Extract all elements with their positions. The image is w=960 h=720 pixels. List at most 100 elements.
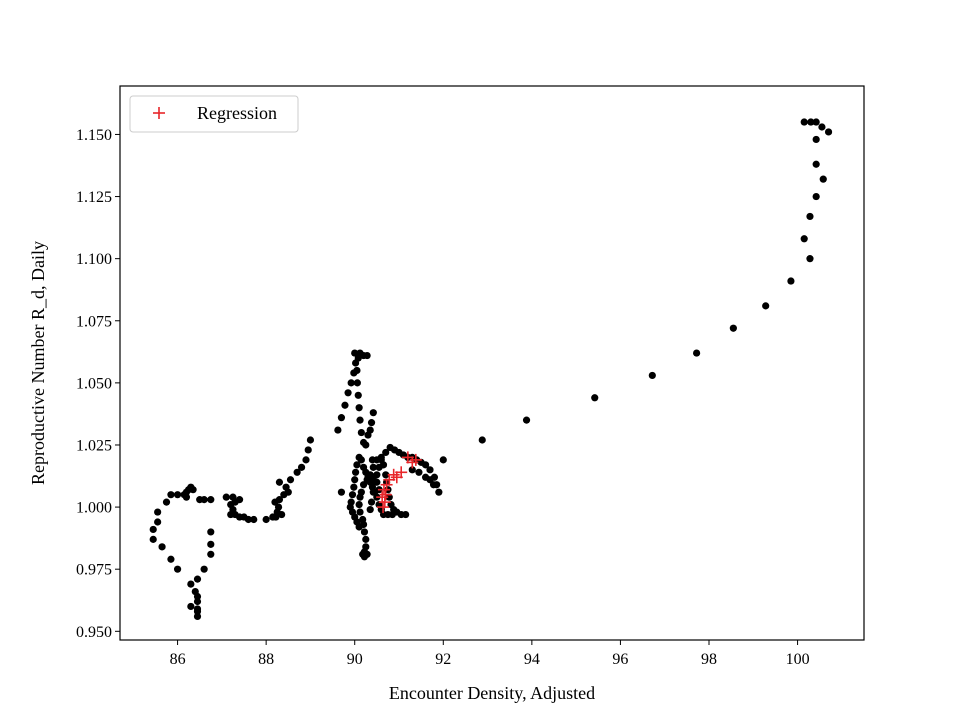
legend-box — [129, 95, 299, 133]
data-point — [369, 409, 377, 417]
data-point — [429, 481, 438, 489]
data-point — [193, 612, 202, 620]
data-point — [762, 302, 770, 310]
data-point — [302, 456, 310, 464]
y-axis-label: Reproductive Number R_d, Daily — [28, 241, 48, 485]
data-point — [357, 428, 365, 437]
data-point — [367, 498, 376, 506]
data-point — [426, 466, 434, 474]
data-point — [350, 483, 358, 491]
data-point — [149, 525, 157, 534]
data-point — [812, 192, 820, 201]
data-point — [187, 602, 195, 611]
regression-point — [377, 483, 390, 496]
data-point — [812, 160, 820, 168]
data-point — [354, 391, 362, 399]
y-tick-label: 1.075 — [76, 313, 112, 330]
x-tick-label: 98 — [701, 651, 717, 668]
x-tick-label: 100 — [786, 651, 810, 668]
data-point — [278, 510, 286, 519]
data-point — [352, 359, 360, 367]
data-point — [341, 401, 349, 409]
data-point — [200, 565, 208, 573]
data-point — [337, 488, 346, 496]
data-point — [193, 605, 202, 613]
data-point — [800, 235, 808, 243]
x-axis: 86 88 90 92 94 96 98 100 — [170, 640, 810, 668]
x-axis-label: Encounter Density, Adjusted — [389, 683, 595, 703]
data-point — [824, 128, 833, 136]
data-point — [360, 528, 369, 536]
x-tick-label: 92 — [435, 651, 451, 668]
data-point — [382, 471, 390, 479]
data-point — [347, 379, 355, 387]
data-point — [293, 468, 301, 476]
data-point — [193, 575, 202, 583]
data-point — [196, 496, 204, 504]
points-layer — [149, 118, 833, 620]
regression-point — [378, 496, 391, 509]
legend: Regression — [129, 95, 299, 133]
data-point — [355, 501, 363, 509]
data-point — [382, 448, 390, 457]
data-point — [355, 523, 363, 531]
data-point — [812, 135, 820, 144]
data-point — [356, 508, 364, 516]
legend-label-regression: Regression — [197, 103, 277, 123]
data-point — [235, 496, 244, 504]
data-point — [369, 473, 377, 481]
data-point — [167, 555, 175, 563]
data-point — [379, 461, 388, 469]
data-point — [351, 349, 359, 357]
data-point — [350, 369, 358, 377]
data-point — [362, 535, 370, 543]
y-tick-label: 0.950 — [76, 624, 112, 641]
data-point — [344, 389, 352, 397]
y-tick-label: 1.025 — [76, 437, 112, 454]
data-point — [334, 426, 342, 434]
x-tick-label: 86 — [170, 651, 186, 668]
data-point — [158, 543, 166, 551]
data-point — [193, 592, 202, 601]
y-tick-label: 1.000 — [76, 500, 112, 517]
y-tick-label: 1.125 — [76, 189, 112, 206]
data-point — [386, 443, 394, 452]
data-point — [352, 468, 360, 476]
data-point — [187, 580, 195, 588]
y-tick-label: 0.975 — [76, 562, 112, 579]
data-point — [229, 493, 237, 501]
y-tick-label: 1.100 — [76, 251, 112, 268]
data-point — [173, 565, 182, 573]
data-point — [207, 540, 215, 548]
data-point — [359, 463, 368, 471]
data-point — [522, 416, 531, 424]
data-point — [359, 481, 368, 489]
data-point — [693, 349, 701, 357]
regression-point — [383, 473, 396, 486]
y-axis: 0.950 0.975 1.000 1.025 1.050 1.075 1.100 1.125… — [76, 127, 120, 641]
plot-frame — [119, 85, 865, 641]
data-point — [591, 394, 599, 402]
data-point — [818, 123, 826, 131]
data-point — [355, 404, 363, 412]
data-point — [729, 324, 737, 332]
data-point — [348, 491, 357, 499]
x-tick-label: 90 — [347, 651, 363, 668]
data-point — [284, 488, 292, 496]
data-point — [439, 456, 447, 464]
regression-point — [406, 456, 419, 469]
x-tick-label: 88 — [258, 651, 274, 668]
data-point — [207, 550, 215, 558]
data-point — [154, 518, 162, 526]
data-point — [193, 597, 202, 606]
data-point — [363, 550, 371, 558]
regression-point — [376, 491, 389, 504]
data-point — [369, 463, 377, 471]
data-point — [269, 513, 277, 521]
regression-point — [380, 478, 393, 491]
data-point — [227, 501, 235, 509]
data-point — [356, 493, 364, 501]
data-point — [787, 277, 795, 285]
data-point — [363, 351, 371, 360]
